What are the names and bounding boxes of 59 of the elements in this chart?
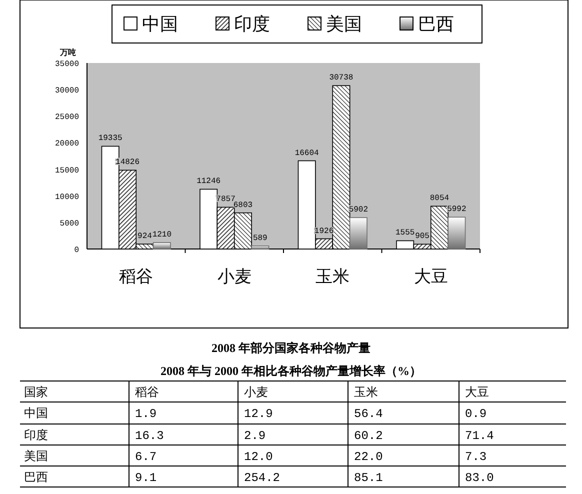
y-tick-label: 10000: [54, 192, 80, 202]
y-tick-label: 20000: [54, 140, 80, 149]
data-label: 11246: [196, 177, 221, 186]
bar: [448, 216, 466, 250]
data-label: 254.2: [244, 471, 280, 485]
text: 2008 年部分国家各种谷物产量: [212, 341, 370, 355]
y-tick-label: 35000: [54, 60, 80, 69]
data-label: 60.2: [354, 429, 383, 443]
data-label: 12.9: [244, 407, 273, 421]
y-tick-label: 5000: [60, 219, 80, 228]
data-label: 2.9: [244, 429, 266, 443]
data-label: 16.3: [135, 429, 164, 443]
y-tick-label: 巴西: [24, 470, 48, 484]
data-label: 1555: [395, 228, 415, 238]
legend-label: 印度: [234, 14, 270, 34]
data-label: 0.9: [465, 407, 487, 421]
data-label: 83.0: [465, 471, 494, 485]
data-label: 589: [252, 234, 268, 243]
y-tick-label: 中国: [24, 406, 48, 420]
y-axis-title: 万吨: [59, 48, 76, 57]
y-tick-label: 15000: [54, 166, 80, 176]
data-label: 905: [415, 232, 430, 242]
bar: [349, 217, 368, 250]
y-tick-label: 25000: [54, 113, 80, 122]
data-label: 7.3: [465, 450, 487, 464]
data-label: 8054: [430, 194, 450, 204]
data-label: 9.1: [135, 471, 157, 485]
data-label: 71.4: [465, 429, 494, 443]
data-label: 12.0: [244, 450, 273, 464]
data-label: 22.0: [354, 450, 383, 464]
data-label: 924: [138, 232, 152, 242]
x-tick-label: 小麦: [244, 385, 268, 399]
x-tick-label: 小麦: [217, 267, 252, 286]
data-label: 1.9: [135, 407, 157, 421]
y-axis-title: 国家: [24, 385, 48, 399]
data-label: 6.7: [135, 450, 157, 464]
legend-label: 美国: [326, 14, 362, 34]
bar: [152, 242, 171, 250]
legend-label: 巴西: [418, 14, 454, 34]
data-label: 56.4: [354, 407, 383, 421]
y-tick-label: 印度: [24, 428, 48, 442]
bar: [251, 245, 270, 250]
x-tick-label: 玉米: [354, 385, 378, 399]
chart-title: 2008 年与 2000 年相比各种谷物产量增长率（%）: [160, 364, 422, 378]
x-tick-label: 玉米: [316, 267, 350, 286]
data-label: 19335: [98, 134, 123, 144]
y-tick-label: 30000: [54, 86, 80, 96]
x-tick-label: 大豆: [414, 267, 448, 286]
legend-label: 中国: [142, 14, 178, 34]
y-tick-label: 0: [74, 246, 80, 255]
y-tick-label: 美国: [24, 449, 48, 463]
data-label: 1210: [152, 230, 172, 240]
x-tick-label: 稻谷: [135, 385, 159, 399]
x-tick-label: 稻谷: [119, 267, 154, 286]
data-label: 16604: [294, 148, 320, 158]
data-label: 30738: [329, 74, 354, 83]
data-label: 6803: [233, 200, 253, 210]
x-tick-label: 大豆: [465, 385, 489, 399]
data-label: 85.1: [354, 471, 383, 485]
